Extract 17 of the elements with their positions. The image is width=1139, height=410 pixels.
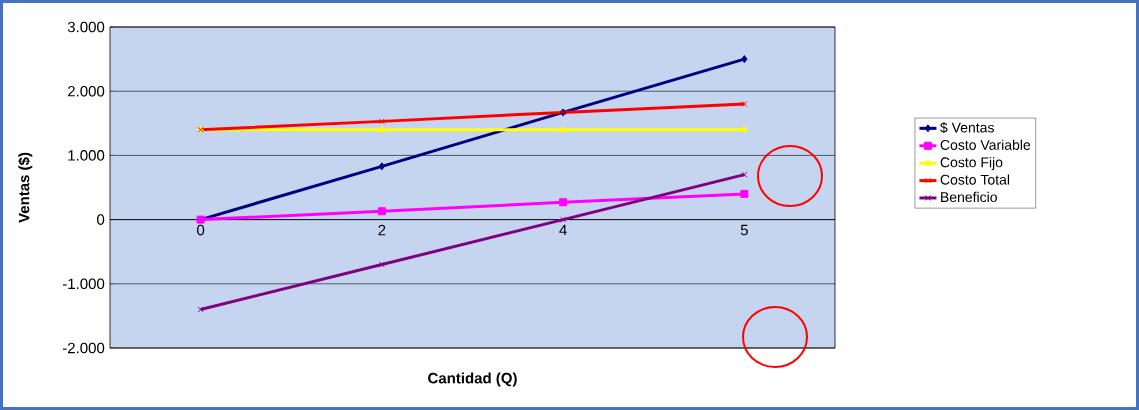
y-tick-label: 2.000 [68, 85, 105, 97]
legend-label: $ Ventas [940, 122, 994, 134]
x-tick-label: 2 [378, 224, 386, 236]
y-tick-label: 3.000 [67, 21, 105, 33]
legend-label: Beneficio [941, 191, 997, 203]
y-tick-label: -1.000 [62, 278, 105, 290]
x-tick-label: 5 [740, 224, 748, 236]
legend-label: Costo Total [940, 174, 1010, 185]
y-tick-label: -2.000 [62, 342, 105, 354]
x-axis-title: Cantidad (Q) [428, 372, 517, 387]
y-axis-title: Ventas ($) [18, 152, 33, 223]
x-tick-label: 4 [559, 224, 567, 236]
y-tick-label: 1.000 [68, 150, 105, 161]
x-tick-label: 0 [197, 224, 205, 236]
legend-label: Costo Variable [940, 139, 1031, 150]
legend-label: Costo Fijo [940, 157, 1003, 171]
y-tick-label: 0 [97, 214, 105, 225]
